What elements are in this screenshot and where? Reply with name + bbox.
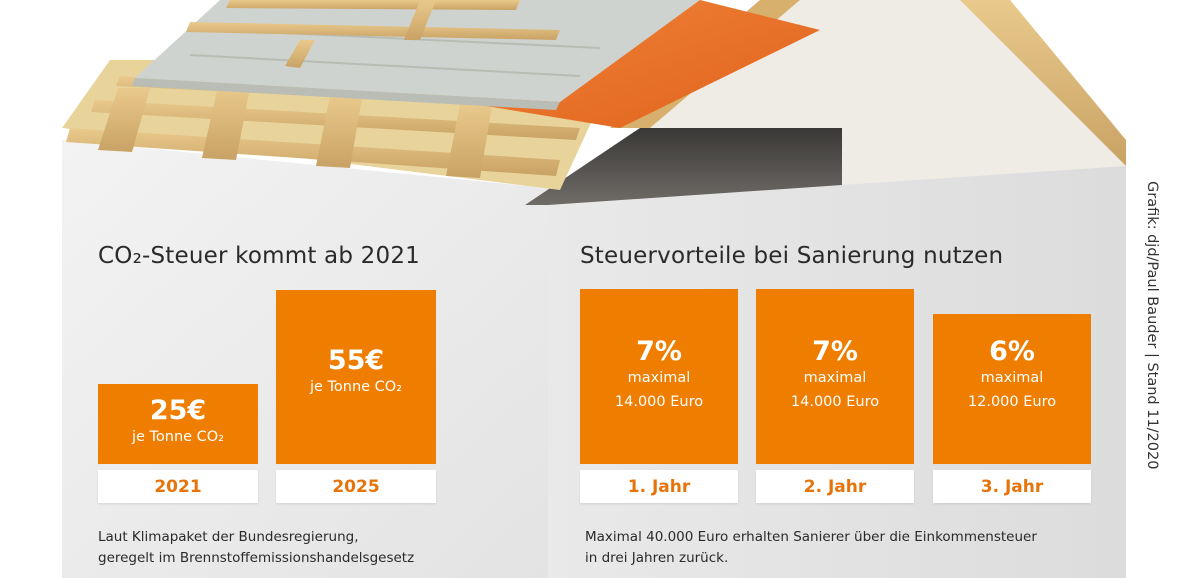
category-label-year-1: 1. Jahr [580,470,738,503]
tax-section-title: Steuervorteile bei Sanierung nutzen [580,243,1004,269]
tax-note-line2: in drei Jahren zurück. [585,550,729,566]
co2-note: Laut Klimapaket der Bundesregierung, ger… [98,527,414,569]
bar-year-2: 7% maximal 14.000 Euro [756,289,914,464]
tax-note: Maximal 40.000 Euro erhalten Sanierer üb… [585,527,1037,569]
bar-sublabel: je Tonne CO₂ [131,429,225,445]
bar-sublabel-amount: 14.000 Euro [614,394,704,410]
co2-note-line2: geregelt im Brennstoffemissionshandelsge… [98,550,415,566]
bar-value-label: 55€ [327,345,385,376]
co2-note-line1: Laut Klimapaket der Bundesregierung, [98,529,359,545]
category-label-year-2: 2. Jahr [756,470,914,503]
co2-section-title: CO₂-Steuer kommt ab 2021 [98,243,420,269]
bar-2025: 55€ je Tonne CO₂ [276,290,436,464]
category-label-year-3: 3. Jahr [933,470,1091,503]
bar-2021: 25€ je Tonne CO₂ [98,384,258,464]
category-label-2021: 2021 [98,470,258,503]
bar-sublabel-maximal: maximal [980,370,1044,386]
bar-sublabel-maximal: maximal [627,370,691,386]
bar-value-label: 7% [812,336,858,367]
category-label-2025: 2025 [276,470,436,503]
bar-sublabel-amount: 14.000 Euro [790,394,880,410]
bar-year-1: 7% maximal 14.000 Euro [580,289,738,464]
bar-value-label: 25€ [149,395,207,426]
bar-sublabel-amount: 12.000 Euro [967,394,1057,410]
bar-value-label: 7% [636,336,682,367]
image-credit: Grafik: djd/Paul Bauder | Stand 11/2020 [1144,181,1160,470]
bar-sublabel: je Tonne CO₂ [309,379,403,395]
bar-value-label: 6% [989,336,1035,367]
bar-sublabel-maximal: maximal [803,370,867,386]
bar-year-3: 6% maximal 12.000 Euro [933,314,1091,464]
tax-note-line1: Maximal 40.000 Euro erhalten Sanierer üb… [585,529,1037,545]
